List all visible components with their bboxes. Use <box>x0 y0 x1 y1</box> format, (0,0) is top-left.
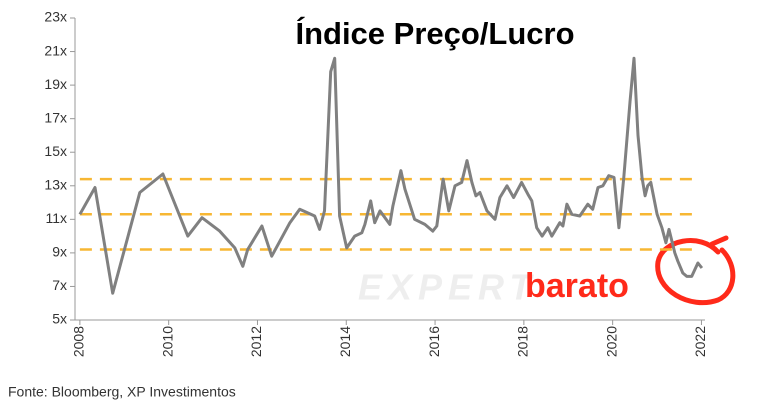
x-tick-label: 2020 <box>603 326 619 357</box>
x-tick-label: 2018 <box>515 326 531 357</box>
y-tick-label: 21x <box>44 42 67 58</box>
x-tick-label: 2016 <box>426 326 442 357</box>
y-tick-label: 23x <box>44 9 67 25</box>
y-tick-label: 17x <box>44 109 67 125</box>
y-tick-label: 13x <box>44 176 67 192</box>
y-tick-label: 15x <box>44 143 67 159</box>
y-tick-label: 5x <box>52 311 67 327</box>
watermark: EXPERT <box>358 267 537 308</box>
y-tick-label: 11x <box>45 210 67 226</box>
x-tick-label: 2022 <box>692 326 708 357</box>
x-tick-label: 2008 <box>71 326 87 357</box>
x-tick-label: 2012 <box>248 326 264 357</box>
y-tick-label: 9x <box>52 244 67 260</box>
annotation: barato <box>525 267 629 305</box>
source: Fonte: Bloomberg, XP Investimentos <box>8 384 236 400</box>
data-line <box>78 56 704 295</box>
y-tick-label: 7x <box>52 277 67 293</box>
x-tick-label: 2010 <box>159 326 175 357</box>
x-tick-label: 2014 <box>337 326 353 357</box>
chart-title: Índice Preço/Lucro <box>295 16 574 51</box>
y-tick-label: 19x <box>44 76 67 92</box>
highlight-circle <box>655 235 736 306</box>
